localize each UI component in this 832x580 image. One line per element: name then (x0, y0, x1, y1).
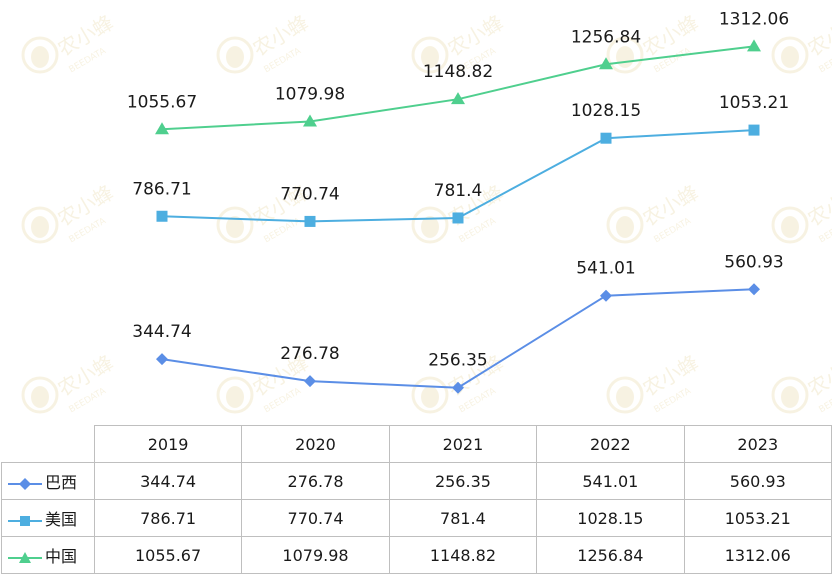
data-point-marker (747, 39, 761, 52)
data-labels: 344.74 276.78 256.35 541.01 560.93 786.71 770.… (127, 9, 789, 370)
watermark-text: 农小蜂 (54, 10, 118, 61)
data-point-marker (452, 212, 464, 224)
data-label: 1028.15 (571, 101, 641, 121)
data-table-header-row: 2019 2020 2021 2022 2023 (1, 425, 832, 463)
table-cell: 1312.06 (683, 536, 832, 574)
data-point-marker (304, 215, 316, 227)
legend-key-diamond-icon (8, 477, 42, 490)
watermark-text: 农小蜂 (639, 180, 703, 231)
table-cell: 1148.82 (388, 536, 538, 574)
data-point-marker (451, 92, 465, 105)
table-cell: 1079.98 (241, 536, 390, 574)
data-table-row: 中国 1055.67 1079.98 1148.82 1256.84 1312.… (1, 536, 832, 574)
legend-key-square-icon (8, 515, 42, 527)
year-header: 2022 (536, 425, 685, 463)
table-cell: 276.78 (241, 462, 390, 500)
year-header: 2019 (93, 425, 243, 463)
data-point-marker (599, 57, 613, 70)
data-label: 541.01 (576, 259, 635, 279)
data-point-marker (600, 289, 612, 302)
data-label: 1055.67 (127, 92, 197, 112)
data-table-corner (1, 425, 95, 463)
table-cell: 1053.21 (683, 499, 832, 537)
data-label: 560.93 (724, 252, 783, 272)
data-point-marker (600, 132, 612, 144)
table-cell: 541.01 (536, 462, 685, 500)
data-label: 781.4 (434, 181, 483, 201)
watermark-text: 农小蜂 (639, 350, 703, 401)
data-point-marker (156, 210, 168, 222)
watermark-text: 农小蜂 (54, 180, 118, 231)
table-cell: 1055.67 (93, 536, 243, 574)
series-markers (155, 39, 761, 394)
year-header: 2023 (683, 425, 832, 463)
table-cell: 1256.84 (536, 536, 685, 574)
data-label: 1312.06 (719, 9, 789, 29)
legend-label: 美国 (45, 510, 78, 529)
data-table: 2019 2020 2021 2022 2023 巴西 344.74 276.7… (1, 425, 832, 574)
legend-entry-usa: 美国 (1, 499, 95, 537)
data-point-marker (748, 124, 760, 136)
data-label: 344.74 (132, 322, 191, 342)
data-label: 1053.21 (719, 93, 789, 113)
table-cell: 560.93 (683, 462, 832, 500)
data-point-marker (452, 381, 464, 394)
watermark-text: 农小蜂 (249, 10, 313, 61)
data-point-marker (156, 353, 168, 366)
table-cell: 344.74 (93, 462, 243, 500)
data-point-marker (748, 283, 760, 296)
data-point-marker (155, 122, 169, 135)
watermark-text: 农小蜂 (54, 350, 118, 401)
data-label: 1148.82 (423, 62, 493, 82)
data-table-row: 巴西 344.74 276.78 256.35 541.01 560.93 (1, 462, 832, 500)
legend-label: 中国 (45, 547, 78, 566)
year-header: 2020 (241, 425, 390, 463)
data-point-marker (303, 114, 317, 127)
data-label: 1079.98 (275, 84, 345, 104)
year-header: 2021 (388, 425, 538, 463)
data-label: 770.74 (280, 184, 339, 204)
data-label: 1256.84 (571, 27, 641, 47)
table-cell: 781.4 (388, 499, 538, 537)
table-cell: 1028.15 (536, 499, 685, 537)
table-cell: 770.74 (241, 499, 390, 537)
data-label: 256.35 (428, 351, 487, 371)
legend-key-triangle-icon (8, 551, 42, 564)
data-label: 786.71 (132, 179, 191, 199)
data-table-row: 美国 786.71 770.74 781.4 1028.15 1053.21 (1, 499, 832, 537)
watermark-text: 农小蜂 (444, 10, 508, 61)
data-label: 276.78 (280, 344, 339, 364)
legend-entry-brazil: 巴西 (1, 462, 95, 500)
legend-entry-china: 中国 (1, 536, 95, 574)
legend-label: 巴西 (45, 473, 78, 492)
data-point-marker (304, 375, 316, 388)
table-cell: 786.71 (93, 499, 243, 537)
table-cell: 256.35 (388, 462, 538, 500)
